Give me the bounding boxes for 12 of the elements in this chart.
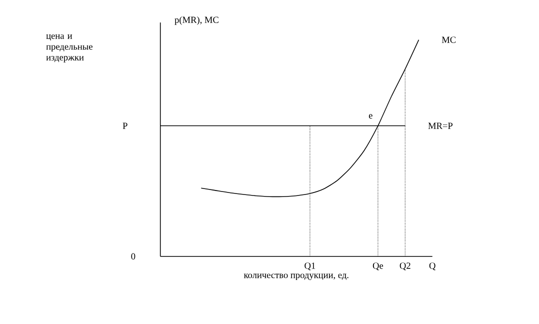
text: цена и предельные издержки [46, 34, 92, 62]
x-tick-label: Q [429, 262, 436, 270]
text: P [122, 122, 128, 129]
annotation: e [368, 114, 372, 119]
text: MR=P [428, 122, 453, 129]
x-tick-label: Q1 [304, 262, 316, 270]
x-tick-label: Q2 [400, 262, 410, 270]
x-tick-label: Qe [372, 262, 384, 270]
text: MC [442, 36, 456, 44]
text: 0 [131, 253, 136, 260]
x-axis-title: количество продукции, ед. [244, 274, 348, 280]
text: p(MR), MC [174, 16, 218, 25]
